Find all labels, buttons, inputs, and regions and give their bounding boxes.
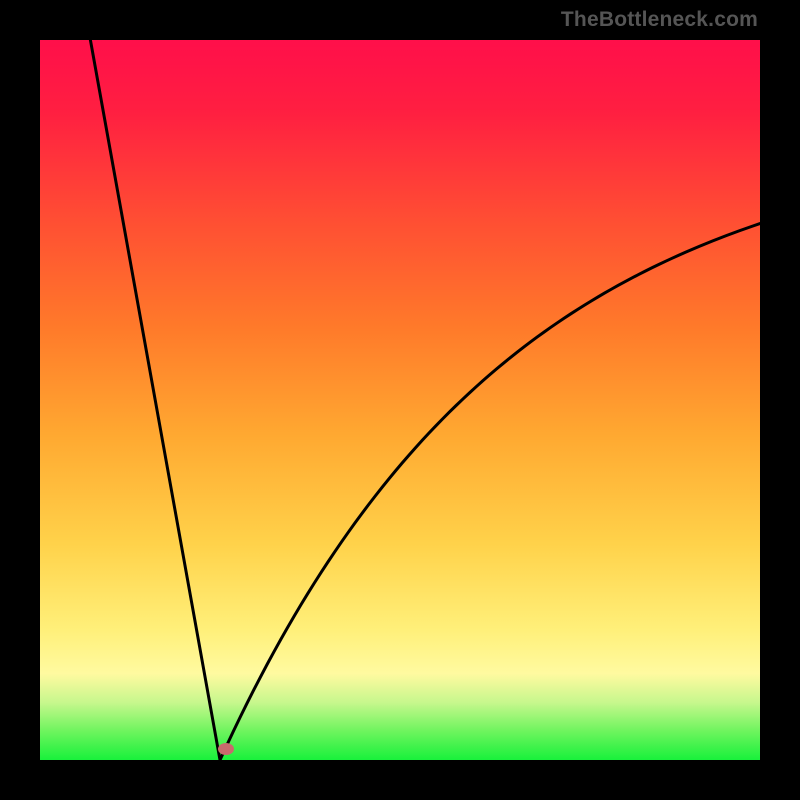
bottleneck-curve [40, 40, 760, 760]
plot-area [40, 40, 760, 760]
watermark-text: TheBottleneck.com [561, 8, 758, 32]
curve-path [90, 40, 760, 760]
dip-marker [218, 743, 234, 755]
chart-container: TheBottleneck.com [0, 0, 800, 800]
